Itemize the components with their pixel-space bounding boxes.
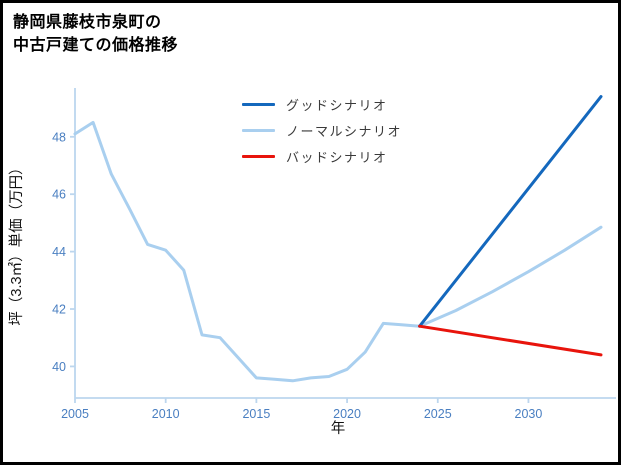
series-line-0 xyxy=(418,95,603,328)
y-tick-label: 42 xyxy=(52,303,66,317)
legend-label-good-scenario: グッドシナリオ xyxy=(286,98,388,113)
legend-line-normal-icon xyxy=(242,129,275,132)
chart-title-line2: 中古戸建ての価格推移 xyxy=(13,37,179,55)
legend-item-good-scenario: グッドシナリオ xyxy=(242,97,402,113)
legend-label-bad-scenario: バッドシナリオ xyxy=(286,150,388,165)
x-tick-label: 2005 xyxy=(61,407,89,421)
legend-item-normal-scenario: ノーマルシナリオ xyxy=(242,123,403,139)
chart-title: 静岡県藤枝市泉町の 中古戸建ての価格推移 xyxy=(13,11,178,57)
series-line-1 xyxy=(73,120,603,383)
x-tick-label: 2010 xyxy=(152,407,180,421)
chart-title-line1: 静岡県藤枝市泉町の xyxy=(13,14,162,31)
legend: グッドシナリオ ノーマルシナリオ バッドシナリオ xyxy=(242,97,403,165)
series-line-2 xyxy=(418,324,603,357)
x-tick-label: 2025 xyxy=(424,407,452,421)
legend-item-bad-scenario: バッドシナリオ xyxy=(242,149,402,165)
x-tick-label: 2020 xyxy=(333,407,361,421)
legend-line-bad-icon xyxy=(242,155,275,158)
y-tick-label: 46 xyxy=(52,188,66,202)
x-tick-label: 2015 xyxy=(242,407,270,421)
y-tick-label: 44 xyxy=(52,245,66,259)
y-axis-label: 坪（3.3㎡）単価（万円） xyxy=(8,160,25,325)
legend-line-good-icon xyxy=(242,103,275,106)
y-tick-label: 48 xyxy=(52,130,66,144)
chart-canvas: 年 坪（3.3㎡）単価（万円） 2005 2010 2015 2020 2025 2030… xyxy=(8,88,616,437)
x-axis-label: 年 xyxy=(331,420,346,437)
x-tick-label: 2030 xyxy=(515,407,543,421)
legend-label-normal-scenario: ノーマルシナリオ xyxy=(286,124,403,139)
y-tick-label: 40 xyxy=(52,360,66,374)
